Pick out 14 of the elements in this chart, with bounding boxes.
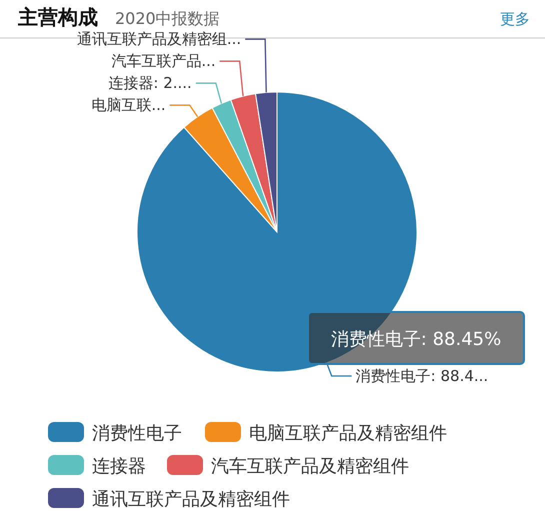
legend-label: 通讯互联产品及精密组件 [92,489,290,510]
data-label: 消费性电子: 88.4... [356,366,488,385]
data-label: 汽车互联产品... [111,52,216,70]
data-label: 连接器: 2.... [108,74,192,92]
text: 更多 [500,10,530,28]
data-label: 通讯互联产品及精密组... [76,30,242,48]
data-label: 电脑互联... [91,96,166,114]
chart-subtitle: 2020中报数据 [115,9,220,28]
legend-label: 消费性电子 [92,423,182,444]
legend-label: 汽车互联产品及精密组件 [211,456,409,477]
text: 消费性电子: 88.45% [330,329,502,350]
legend-label: 连接器 [92,456,146,477]
legend-label: 电脑互联产品及精密组件 [249,423,447,444]
chart-title: 主营构成 [17,5,98,29]
